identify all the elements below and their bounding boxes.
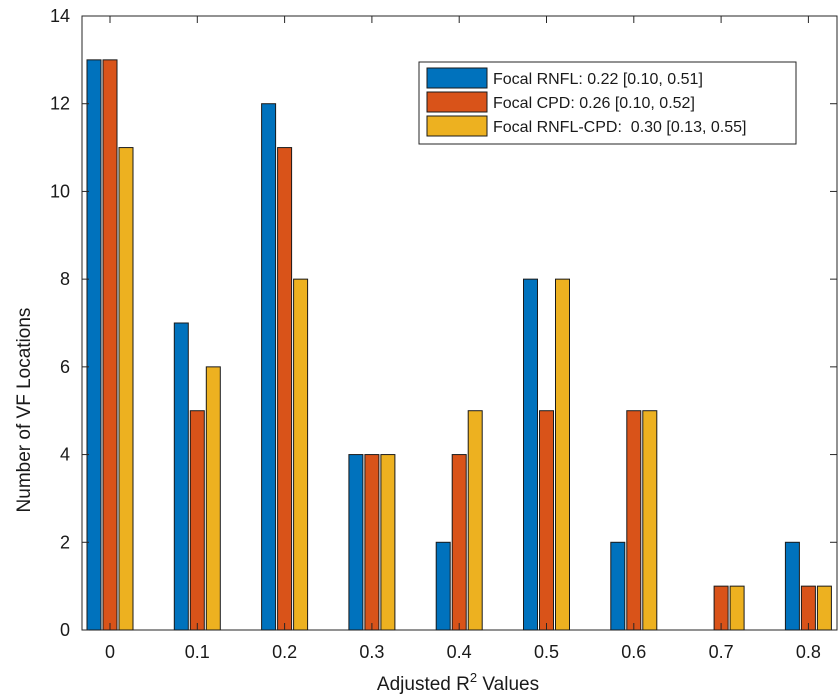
y-tick-label: 0 xyxy=(60,620,70,640)
x-axis-label-suffix: Values xyxy=(477,674,539,695)
x-tick-label: 0.2 xyxy=(272,642,297,662)
bar-3-0.7 xyxy=(729,585,745,631)
x-tick-label: 0 xyxy=(105,642,115,662)
bar-2-0.2 xyxy=(277,147,293,631)
x-tick-label: 0.5 xyxy=(534,642,559,662)
legend-swatch xyxy=(426,91,488,113)
legend-swatch xyxy=(426,67,488,89)
bar-2-0.6 xyxy=(626,410,642,631)
y-tick-label: 14 xyxy=(50,6,70,26)
x-tick-labels: 00.10.20.30.40.50.60.70.80.9 xyxy=(105,16,821,662)
x-tick-label: 0.4 xyxy=(447,642,472,662)
bar-3-0.2 xyxy=(293,278,309,631)
y-tick-label: 2 xyxy=(60,532,70,552)
x-tick-label: 0.7 xyxy=(709,642,734,662)
x-tick-label: 0.8 xyxy=(796,642,821,662)
bar-2-0.4 xyxy=(451,454,467,631)
y-tick-labels: 0 2 4 6 8 10 12 14 xyxy=(50,6,837,640)
bar-2-0.1 xyxy=(189,410,205,631)
legend: Focal RNFL: 0.22 [0.10, 0.51] Focal CPD: … xyxy=(418,61,797,145)
bar-1-0.3 xyxy=(348,454,364,631)
x-axis-label-main: Adjusted R xyxy=(377,674,470,695)
x-axis-label-superscript: 2 xyxy=(470,670,477,685)
legend-entry-label: Focal RNFL-CPD: 0.30 [0.13, 0.55] xyxy=(493,119,746,136)
bar-3-0 xyxy=(118,147,134,631)
legend-entry-label: Focal RNFL: 0.22 [0.10, 0.51] xyxy=(493,71,703,88)
bar-3-0.8 xyxy=(816,585,832,631)
bars-group xyxy=(86,59,832,631)
y-tick-label: 8 xyxy=(60,269,70,289)
bar-2-0.5 xyxy=(539,410,554,631)
bar-1-0.5 xyxy=(523,278,538,631)
bar-1-0.8 xyxy=(784,541,800,631)
bar-1-0.4 xyxy=(435,541,451,631)
bar-3-0.6 xyxy=(642,410,658,631)
bar-1-0.2 xyxy=(261,103,277,631)
bar-2-0 xyxy=(102,59,118,631)
bar-1-0.1 xyxy=(173,322,189,631)
x-tick-label: 0.3 xyxy=(359,642,384,662)
bar-3-0.1 xyxy=(205,366,221,631)
legend-swatch xyxy=(426,115,488,137)
bar-3-0.4 xyxy=(467,410,483,631)
y-tick-label: 10 xyxy=(50,181,70,201)
x-tick-label: 0.6 xyxy=(621,642,646,662)
bar-2-0.3 xyxy=(364,454,380,631)
y-axis-label: Number of VF Locations xyxy=(14,308,35,513)
legend-entry-label: Focal CPD: 0.26 [0.10, 0.52] xyxy=(493,95,695,112)
bar-3-0.5 xyxy=(555,278,570,631)
y-tick-label: 4 xyxy=(60,445,70,465)
y-tick-label: 12 xyxy=(50,94,70,114)
bar-1-0 xyxy=(86,59,102,631)
x-tick-label: 0.1 xyxy=(185,642,210,662)
y-tick-label: 6 xyxy=(60,357,70,377)
bar-1-0.6 xyxy=(610,541,626,631)
x-axis-label: Adjusted R2 Values xyxy=(377,670,539,695)
bar-3-0.3 xyxy=(380,454,396,631)
